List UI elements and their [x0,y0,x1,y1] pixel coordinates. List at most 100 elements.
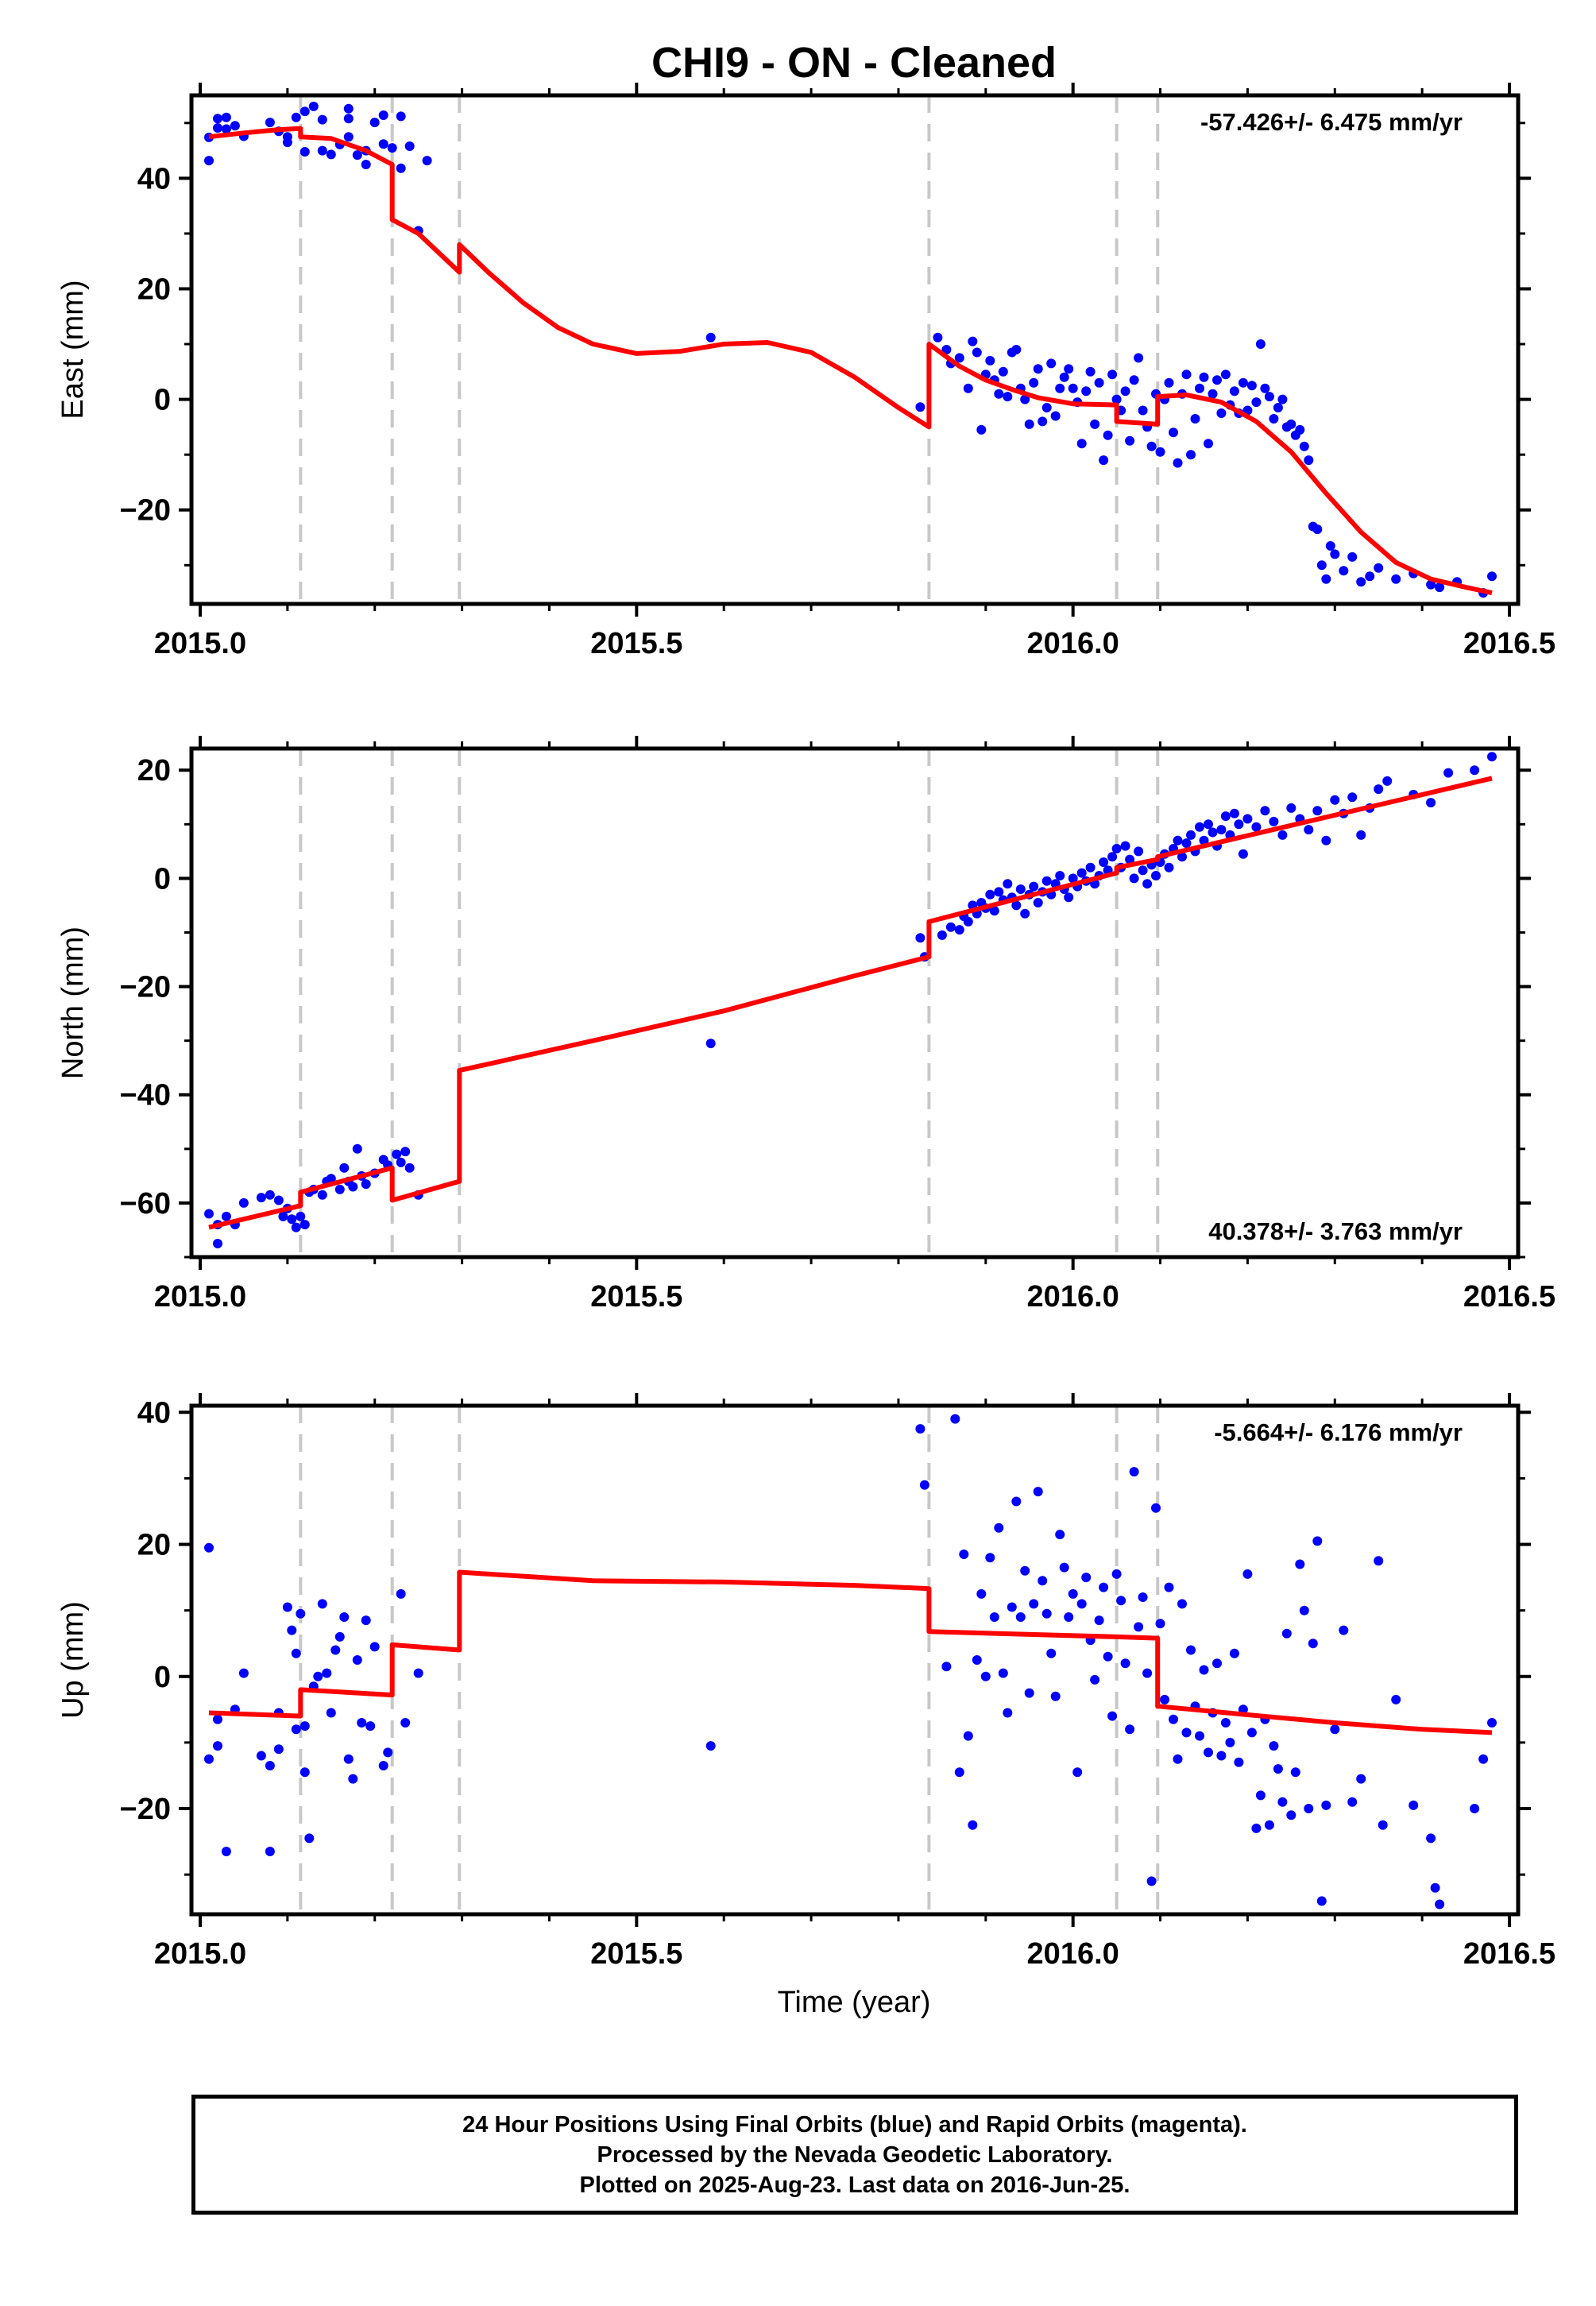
up-point-33 [365,1721,376,1731]
up-point-91 [1155,1619,1165,1629]
up-point-114 [1255,1790,1266,1801]
up-point-100 [1195,1731,1204,1741]
east-point-11 [282,132,292,142]
north-point-12 [291,1222,301,1232]
north-point-124 [1426,798,1436,808]
north-point-75 [1107,852,1118,862]
up-point-16 [296,1608,306,1619]
north-point-73 [1099,857,1109,867]
up-point-94 [1169,1714,1178,1724]
east-point-83 [1146,441,1157,451]
up-point-14 [291,1648,301,1658]
up-point-85 [1129,1467,1139,1477]
up-point-86 [1134,1622,1144,1632]
north-point-68 [1076,868,1087,878]
north-point-55 [1020,908,1030,919]
up-point-49 [972,1655,982,1665]
north-point-81 [1134,846,1144,857]
north-point-7 [265,1190,275,1200]
up-point-93 [1164,1582,1174,1592]
east-point-40 [954,353,964,363]
up-point-17 [299,1721,310,1731]
up-point-71 [1068,1588,1078,1599]
east-point-2 [213,123,222,133]
north-point-125 [1443,768,1454,778]
east-point-32 [404,141,415,151]
up-point-56 [1003,1708,1013,1718]
east-point-95 [1199,372,1209,382]
east-point-31 [396,163,406,173]
east-points [204,101,1497,598]
east-point-41 [963,383,973,393]
north-point-9 [278,1211,288,1221]
east-point-49 [998,366,1008,377]
east-point-62 [1055,383,1065,393]
up-point-142 [1478,1754,1489,1764]
north-point-23 [348,1182,358,1192]
east-y-tick-label-3: 40 [137,162,171,195]
up-point-61 [1024,1688,1034,1698]
up-point-130 [1330,1724,1340,1735]
north-y-tick-label-3: 0 [154,862,171,896]
north-point-88 [1164,862,1174,872]
up-point-23 [322,1668,332,1678]
east-point-96 [1204,439,1213,449]
up-point-137 [1409,1800,1419,1810]
east-point-55 [1024,419,1034,429]
up-point-111 [1242,1569,1253,1579]
up-point-127 [1312,1536,1323,1546]
north-point-103 [1229,808,1239,818]
up-point-140 [1435,1899,1445,1909]
up-point-37 [396,1588,406,1599]
north-point-35 [705,1039,716,1049]
north-point-3 [221,1211,231,1221]
east-point-109 [1260,383,1270,393]
up-point-88 [1142,1668,1153,1678]
up-point-46 [959,1550,969,1559]
north-x-tick-label-0: 2015.0 [154,1280,246,1314]
east-point-93 [1190,414,1200,424]
east-point-89 [1173,458,1183,468]
north-plot-frame [189,746,1521,1259]
east-point-128 [1356,577,1366,587]
north-point-100 [1216,825,1227,835]
up-point-30 [352,1655,362,1665]
footer-line-orbits: 24 Hour Positions Using Final Orbits (bl… [462,2111,1247,2138]
north-point-51 [1003,879,1013,889]
up-point-48 [968,1820,978,1830]
east-point-127 [1347,551,1358,562]
north-point-91 [1177,852,1187,862]
east-point-74 [1107,370,1118,380]
up-y-tick-label-2: 20 [137,1529,171,1562]
up-point-45 [954,1767,964,1778]
east-point-125 [1330,549,1340,559]
up-point-72 [1072,1767,1083,1778]
up-panel: 2015.0 2015.5 2016.0 2016.5 −20 0 20 40 Up (mm) -… [56,1393,1555,1971]
up-point-50 [976,1588,987,1599]
east-y-tick-label-2: 20 [137,273,171,306]
north-point-30 [392,1149,402,1159]
east-point-22 [343,103,354,114]
up-point-131 [1339,1625,1349,1635]
north-point-97 [1204,819,1213,830]
east-point-106 [1246,381,1257,391]
north-point-114 [1312,806,1323,816]
up-point-121 [1286,1810,1297,1820]
up-point-38 [400,1718,411,1728]
north-y-tick-label-0: −60 [120,1187,171,1221]
up-point-119 [1277,1797,1288,1807]
up-point-63 [1033,1487,1043,1497]
east-point-61 [1050,411,1061,421]
north-point-116 [1330,795,1340,805]
north-point-83 [1142,879,1153,889]
up-point-89 [1146,1876,1157,1886]
east-point-37 [933,332,943,342]
up-point-43 [941,1662,952,1672]
north-point-53 [1011,900,1022,911]
north-point-96 [1199,835,1209,845]
x-axis-label: Time (year) [778,1986,931,2019]
north-point-121 [1374,784,1384,795]
north-point-47 [985,889,995,900]
up-point-133 [1356,1774,1366,1784]
up-x-tick-label-3: 2016.5 [1463,1937,1555,1971]
